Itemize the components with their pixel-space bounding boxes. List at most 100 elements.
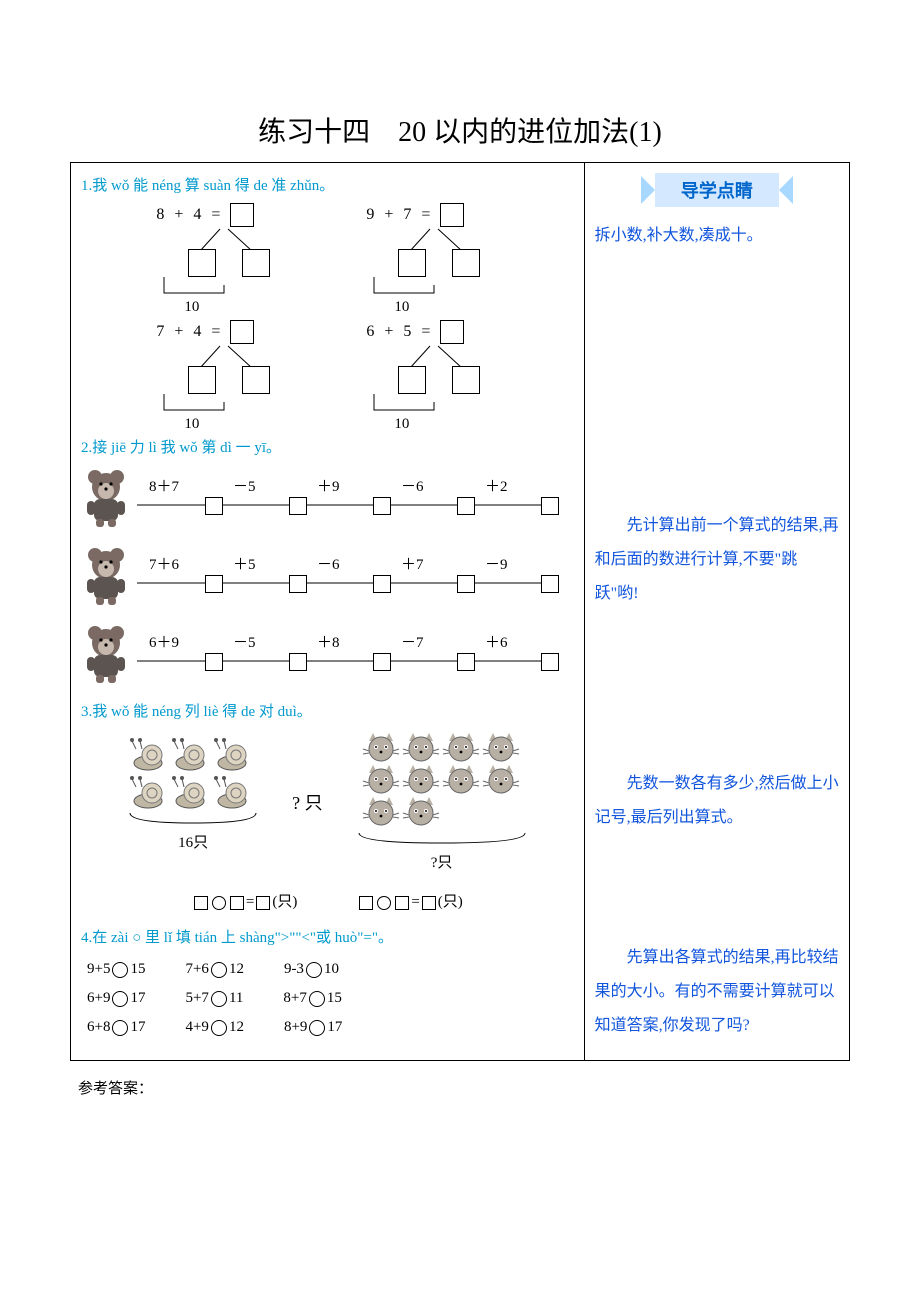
chain-op: 6＋9: [149, 631, 179, 652]
chain-answer-box[interactable]: [457, 497, 475, 515]
chain-op: ＋7: [401, 553, 424, 574]
q3-eq-left[interactable]: =(只): [192, 890, 297, 911]
q1-trees: 8+4=10 9+7=10 7+4=10 6+5=10: [81, 203, 574, 433]
q4-rows: 9+515 7+612 9-310 6+917 5+711 8+715 6+817 4+912…: [81, 961, 574, 1036]
worksheet: 1.我 wǒ 能 néng 算 suàn 得 de 准 zhǔn。 8+4=10…: [70, 162, 850, 1061]
split-box[interactable]: [188, 366, 216, 394]
chain-op: －5: [233, 631, 256, 652]
guide-banner: 导学点睛: [595, 173, 839, 207]
q3-equations: =(只) =(只): [81, 890, 574, 911]
chain-answer-box[interactable]: [541, 575, 559, 593]
q2-tip: 先计算出前一个算式的结果,再和后面的数进行计算,不要"跳跃"哟!: [595, 509, 839, 611]
chain-answer-box[interactable]: [373, 653, 391, 671]
compare-circle[interactable]: [211, 991, 227, 1007]
compare-item[interactable]: 6+817: [87, 1019, 145, 1036]
compare-row: 6+917 5+711 8+715: [81, 990, 574, 1007]
guide-title: 导学点睛: [655, 173, 779, 207]
chain-answer-box[interactable]: [541, 653, 559, 671]
split-box[interactable]: [452, 249, 480, 277]
chain-answer-box[interactable]: [457, 575, 475, 593]
decomposition-tree[interactable]: 9+7=10: [342, 203, 522, 316]
bear-icon: [81, 623, 131, 683]
chain-answer-box[interactable]: [373, 575, 391, 593]
chain-op: －6: [317, 553, 340, 574]
compare-circle[interactable]: [306, 962, 322, 978]
chain-answer-box[interactable]: [289, 497, 307, 515]
chevron-right-icon: [779, 176, 793, 204]
split-box[interactable]: [452, 366, 480, 394]
compare-item[interactable]: 8+715: [283, 990, 341, 1007]
q1-prompt: 1.我 wǒ 能 néng 算 suàn 得 de 准 zhǔn。: [81, 175, 574, 197]
answers-label: 参考答案：: [70, 1077, 850, 1098]
q3-eq-right[interactable]: =(只): [357, 890, 462, 911]
chain-op: －7: [401, 631, 424, 652]
chain-op: －5: [233, 475, 256, 496]
q2-prompt: 2.接 jiē 力 lì 我 wǒ 第 dì 一 yī。: [81, 437, 574, 459]
chain-answer-box[interactable]: [289, 653, 307, 671]
split-box[interactable]: [242, 366, 270, 394]
q3-right-group: ?只: [357, 731, 527, 872]
chain-answer-box[interactable]: [541, 497, 559, 515]
compare-circle[interactable]: [112, 1020, 128, 1036]
compare-item[interactable]: 9+515: [87, 961, 145, 978]
compare-circle[interactable]: [112, 991, 128, 1007]
decomposition-tree[interactable]: 8+4=10: [132, 203, 312, 316]
answer-box[interactable]: [440, 320, 464, 344]
bear-icon: [81, 545, 131, 605]
compare-item[interactable]: 7+612: [185, 961, 243, 978]
split-box[interactable]: [398, 366, 426, 394]
chain-op: 8＋7: [149, 475, 179, 496]
split-box[interactable]: [398, 249, 426, 277]
chain-answer-box[interactable]: [457, 653, 475, 671]
compare-item[interactable]: 5+711: [185, 990, 243, 1007]
chain-answer-box[interactable]: [205, 575, 223, 593]
chain-op: －6: [401, 475, 424, 496]
decomposition-tree[interactable]: 6+5=10: [342, 320, 522, 433]
chain-answer-box[interactable]: [289, 575, 307, 593]
answer-box[interactable]: [440, 203, 464, 227]
compare-circle[interactable]: [211, 962, 227, 978]
compare-item[interactable]: 6+917: [87, 990, 145, 1007]
q3-left-label: 16只: [128, 831, 258, 852]
relay-chain: 7＋6 ＋5 －6 ＋7 －9: [81, 545, 574, 605]
compare-item[interactable]: 4+912: [185, 1019, 243, 1036]
answer-box[interactable]: [230, 320, 254, 344]
q3-question-mark: ? 只: [292, 789, 323, 815]
chain-op: －9: [485, 553, 508, 574]
relay-chain: 8＋7－5＋9－6＋2: [81, 467, 574, 527]
q3-left-group: 16只: [128, 731, 258, 872]
compare-row: 6+817 4+912 8+917: [81, 1019, 574, 1036]
compare-row: 9+515 7+612 9-310: [81, 961, 574, 978]
q3-tip: 先数一数各有多少,然后做上小记号,最后列出算式。: [595, 767, 839, 835]
q4-prompt: 4.在 zài ○ 里 lǐ 填 tián 上 shàng">""<"或 huò…: [81, 927, 574, 949]
split-box[interactable]: [188, 249, 216, 277]
compare-circle[interactable]: [309, 1020, 325, 1036]
compare-circle[interactable]: [309, 991, 325, 1007]
chain-op: ＋2: [485, 475, 508, 496]
chain-answer-box[interactable]: [205, 653, 223, 671]
q3-right-label: ?只: [357, 851, 527, 872]
right-column: 导学点睛 拆小数,补大数,凑成十。 先计算出前一个算式的结果,再和后面的数进行计…: [585, 163, 849, 1060]
chain-op: ＋8: [317, 631, 340, 652]
compare-circle[interactable]: [112, 962, 128, 978]
compare-circle[interactable]: [211, 1020, 227, 1036]
q3-prompt: 3.我 wǒ 能 néng 列 liè 得 de 对 duì。: [81, 701, 574, 723]
q2-chains: 8＋7－5＋9－6＋27＋6＋5－6＋7－96＋9－5＋8－7＋6: [81, 467, 574, 683]
chain-answer-box[interactable]: [373, 497, 391, 515]
q4-tip: 先算出各算式的结果,再比较结果的大小。有的不需要计算就可以知道答案,你发现了吗?: [595, 941, 839, 1043]
page-title: 练习十四 20 以内的进位加法(1): [70, 110, 850, 150]
compare-item[interactable]: 9-310: [284, 961, 339, 978]
chain-op: ＋5: [233, 553, 256, 574]
decomposition-tree[interactable]: 7+4=10: [132, 320, 312, 433]
chain-op: ＋6: [485, 631, 508, 652]
relay-chain: 6＋9 －5 ＋8 －7 ＋6: [81, 623, 574, 683]
bear-icon: [81, 467, 131, 527]
answer-box[interactable]: [230, 203, 254, 227]
chevron-left-icon: [641, 176, 655, 204]
left-column: 1.我 wǒ 能 néng 算 suàn 得 de 准 zhǔn。 8+4=10…: [71, 163, 585, 1060]
q3-figure: 16只 ? 只 ?只: [81, 731, 574, 872]
chain-answer-box[interactable]: [205, 497, 223, 515]
split-box[interactable]: [242, 249, 270, 277]
chain-op: 7＋6: [149, 553, 179, 574]
compare-item[interactable]: 8+917: [284, 1019, 342, 1036]
